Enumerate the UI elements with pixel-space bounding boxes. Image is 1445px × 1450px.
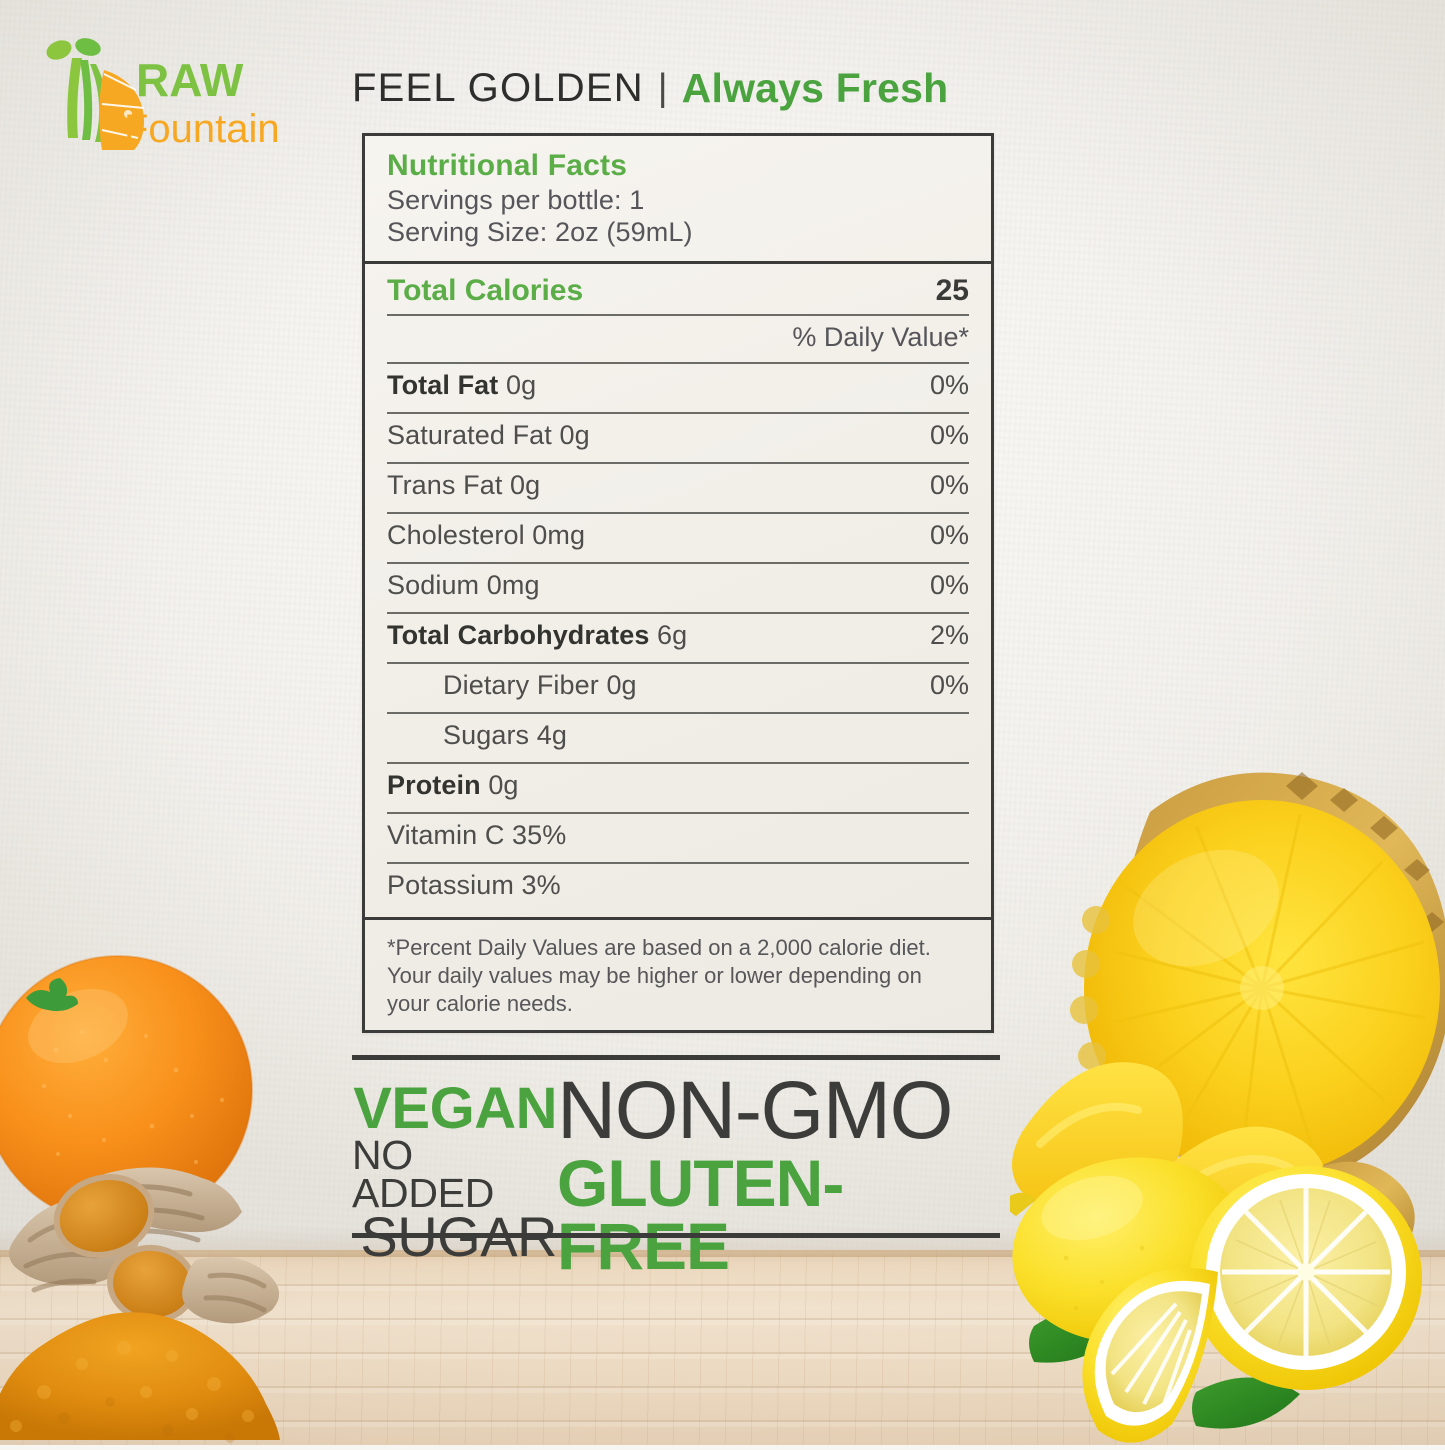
nutrient-label: Trans Fat 0g <box>387 470 541 501</box>
nutrient-label: Protein 0g <box>387 770 519 801</box>
nutrient-row: Trans Fat 0g 0% <box>387 464 969 515</box>
total-calories-value: 25 <box>935 274 969 308</box>
nutrient-daily-value: 0% <box>929 370 969 401</box>
panel-header: Nutritional Facts Servings per bottle: 1… <box>365 136 991 265</box>
nutrient-row: Total Fat 0g 0% <box>387 364 969 415</box>
total-calories-row: Total Calories 25 <box>387 264 969 317</box>
nutrient-row: Potassium 3% <box>387 864 969 914</box>
nutrient-row: Saturated Fat 0g 0% <box>387 414 969 465</box>
svg-text:RAW: RAW <box>136 54 244 106</box>
svg-text:Fountain: Fountain <box>124 107 280 151</box>
tagline-always-fresh: Always Fresh <box>681 64 949 111</box>
nutrient-name: Total Fat <box>387 370 499 401</box>
nutrient-row: Cholesterol 0mg 0% <box>387 514 969 565</box>
nutrient-name: Total Carbohydrates <box>387 620 650 651</box>
nutrient-row: Vitamin C 35% <box>387 814 969 865</box>
nutrient-label: Total Carbohydrates 6g <box>387 620 688 651</box>
nutrient-daily-value: 0% <box>929 470 969 501</box>
product-claims: VEGAN NO ADDED SUGAR NON-GMO GLUTEN-FREE <box>352 1070 1004 1279</box>
nutrient-row: Protein 0g <box>387 764 969 815</box>
brand-logo[interactable]: RAW Fountain <box>32 34 282 156</box>
daily-value-header-row: % Daily Value* <box>387 316 969 365</box>
nutrient-label: Total Fat 0g <box>387 370 537 401</box>
orange-turmeric-image <box>0 940 316 1445</box>
nutrient-label: Cholesterol 0mg <box>387 520 586 551</box>
daily-value-header: % Daily Value* <box>792 322 969 353</box>
claims-top-rule <box>352 1055 1000 1060</box>
nutrient-row: Dietary Fiber 0g 0% <box>387 664 969 715</box>
nutrient-label: Dietary Fiber 0g <box>443 670 637 701</box>
nutrient-label: Potassium 3% <box>387 870 561 901</box>
nutrient-name: Protein <box>387 770 481 801</box>
tagline-feel-golden: FEEL GOLDEN <box>352 65 644 110</box>
header-tagline: FEEL GOLDEN | Always Fresh <box>352 62 1052 114</box>
nutrient-row: Total Carbohydrates 6g 2% <box>387 614 969 665</box>
tagline-divider: | <box>657 66 668 109</box>
nutrient-label: Saturated Fat 0g <box>387 420 590 451</box>
nutritional-facts-title: Nutritional Facts <box>387 149 628 182</box>
nutrient-rows: Total Calories 25 % Daily Value* Total F… <box>365 264 991 916</box>
nutrient-label: Sugars 4g <box>443 720 567 751</box>
nutrient-daily-value: 2% <box>929 620 969 651</box>
nutrient-daily-value: 0% <box>929 570 969 601</box>
table-front-edge <box>0 1250 1445 1257</box>
panel-footnote: *Percent Daily Values are based on a 2,0… <box>365 916 991 1030</box>
nutrient-row: Sugars 4g <box>387 714 969 765</box>
nutrient-label: Vitamin C 35% <box>387 820 567 851</box>
nutrition-facts-panel: Nutritional Facts Servings per bottle: 1… <box>362 133 994 1033</box>
claim-non-gmo: NON-GMO <box>557 1065 953 1156</box>
nutrient-row: Sodium 0mg 0% <box>387 564 969 615</box>
claims-bottom-rule <box>352 1233 1000 1238</box>
claim-vegan: VEGAN <box>353 1076 557 1141</box>
claim-no-added: NO ADDED <box>352 1132 495 1217</box>
nutrient-daily-value: 0% <box>929 670 969 701</box>
serving-size: Serving Size: 2oz (59mL) <box>387 217 693 248</box>
nutrient-daily-value: 0% <box>929 420 969 451</box>
nutrient-daily-value: 0% <box>929 520 969 551</box>
total-calories-label: Total Calories <box>387 274 584 308</box>
lemon-image <box>1010 1130 1445 1450</box>
nutrient-label: Sodium 0mg <box>387 570 540 601</box>
claim-gluten-free: GLUTEN-FREE <box>557 1145 844 1283</box>
nutrient-row-list: Total Fat 0g 0% Saturated Fat 0g 0% Trans Fa… <box>387 364 969 914</box>
daily-value-footnote: *Percent Daily Values are based on a 2,0… <box>387 934 931 1016</box>
claims-right-column: NON-GMO GLUTEN-FREE <box>557 1065 1004 1283</box>
servings-per-bottle: Servings per bottle: 1 <box>387 185 645 216</box>
